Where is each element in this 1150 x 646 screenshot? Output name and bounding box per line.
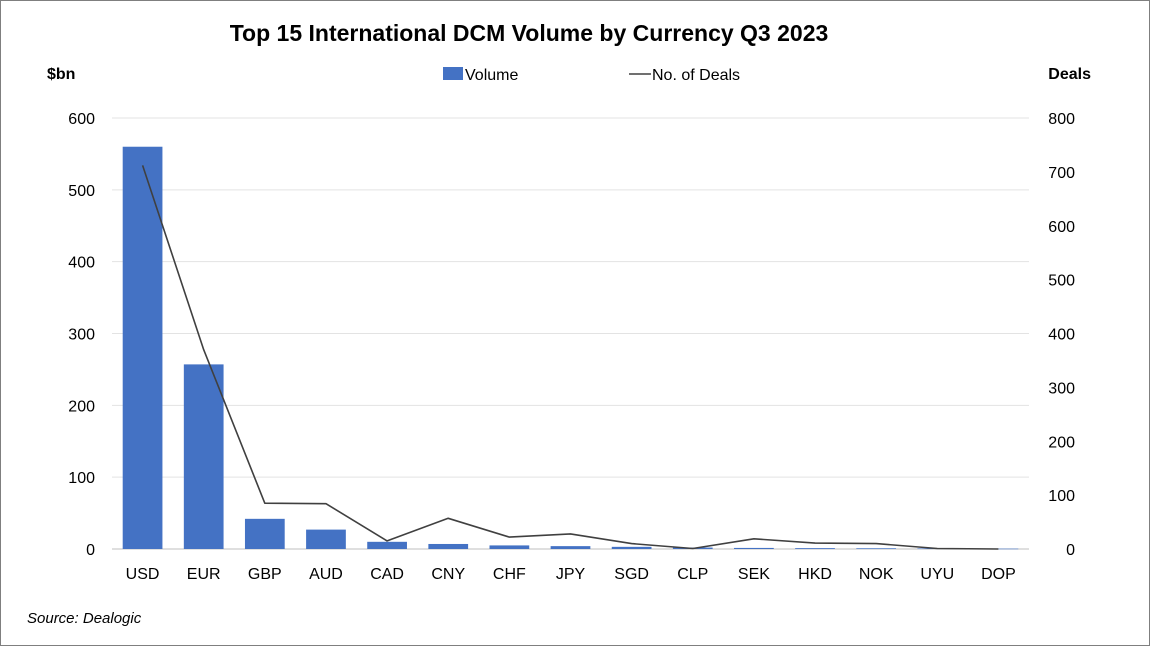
right-axis-tick-label: 300 bbox=[1048, 380, 1075, 397]
category-tick-label: UYU bbox=[920, 566, 954, 583]
left-axis-ticks: 0 100 200 300 400 500 600 bbox=[68, 111, 95, 559]
category-tick-label: NOK bbox=[859, 566, 894, 583]
left-axis-tick-label: 600 bbox=[68, 111, 95, 128]
category-tick-label: SEK bbox=[738, 566, 770, 583]
category-tick-label: CNY bbox=[431, 566, 465, 583]
left-axis-tick-label: 0 bbox=[86, 542, 95, 559]
left-axis-tick-label: 400 bbox=[68, 255, 95, 272]
volume-bar bbox=[795, 548, 835, 549]
right-axis-tick-label: 600 bbox=[1048, 219, 1075, 236]
left-axis-tick-label: 300 bbox=[68, 327, 95, 344]
volume-bar bbox=[367, 541, 407, 549]
category-tick-label: EUR bbox=[187, 566, 221, 583]
left-axis-tick-label: 200 bbox=[68, 398, 95, 415]
volume-bar bbox=[306, 529, 346, 549]
category-tick-label: CLP bbox=[677, 566, 708, 583]
legend-volume-swatch bbox=[443, 67, 463, 80]
volume-bars bbox=[122, 146, 1019, 550]
volume-bar bbox=[978, 548, 1019, 550]
category-tick-label: SGD bbox=[614, 566, 649, 583]
right-axis-unit: Deals bbox=[1048, 66, 1091, 83]
category-tick-label: DOP bbox=[981, 566, 1016, 583]
volume-bar bbox=[244, 518, 285, 549]
category-tick-label: CAD bbox=[370, 566, 404, 583]
source-note: Source: Dealogic bbox=[27, 610, 142, 627]
gridlines bbox=[112, 117, 1029, 550]
volume-bar bbox=[428, 543, 469, 549]
category-axis-ticks: USD EUR GBP AUD CAD CNY CHF JPY SGD CLP SEK HKD NOK U… bbox=[126, 566, 1016, 583]
legend: Volume No. of Deals bbox=[443, 67, 740, 84]
category-tick-label: USD bbox=[126, 566, 160, 583]
deals-line bbox=[141, 165, 999, 550]
right-axis-tick-label: 400 bbox=[1048, 327, 1075, 344]
right-axis-tick-label: 800 bbox=[1048, 111, 1075, 128]
volume-bar bbox=[183, 364, 224, 549]
deals-series-line bbox=[141, 165, 999, 550]
right-axis-tick-label: 200 bbox=[1048, 434, 1075, 451]
volume-bar bbox=[611, 546, 652, 549]
category-tick-label: JPY bbox=[556, 566, 586, 583]
left-axis-tick-label: 100 bbox=[68, 470, 95, 487]
category-tick-label: GBP bbox=[248, 566, 282, 583]
volume-bar bbox=[856, 548, 897, 549]
right-axis-tick-label: 500 bbox=[1048, 273, 1075, 290]
category-tick-label: AUD bbox=[309, 566, 343, 583]
volume-bar bbox=[122, 146, 163, 549]
right-axis-ticks: 0 100 200 300 400 500 600 700 800 bbox=[1048, 111, 1075, 559]
left-axis-tick-label: 500 bbox=[68, 183, 95, 200]
volume-bar bbox=[734, 547, 774, 549]
chart-title: Top 15 International DCM Volume by Curre… bbox=[230, 20, 829, 46]
right-axis-tick-label: 0 bbox=[1066, 542, 1075, 559]
right-axis-tick-label: 700 bbox=[1048, 165, 1075, 182]
legend-volume-label: Volume bbox=[465, 67, 518, 84]
volume-bar bbox=[550, 546, 591, 549]
volume-bar bbox=[489, 545, 530, 549]
category-tick-label: CHF bbox=[493, 566, 526, 583]
legend-deals-label: No. of Deals bbox=[652, 67, 740, 84]
category-tick-label: HKD bbox=[798, 566, 832, 583]
right-axis-tick-label: 100 bbox=[1048, 488, 1075, 505]
left-axis-unit: $bn bbox=[47, 66, 75, 83]
